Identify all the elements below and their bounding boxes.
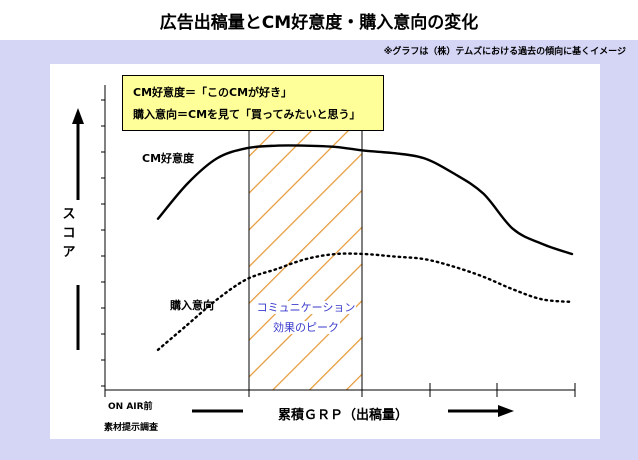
series-line-cm-liking xyxy=(156,144,574,256)
definition-cm-liking: CM好意度＝「このCMが好き」 xyxy=(133,86,293,99)
y-axis-label: スコア xyxy=(62,205,76,262)
x-arrow-head xyxy=(498,405,514,417)
y-axis-label-char: コ xyxy=(62,226,76,241)
y-axis-label-char: ス xyxy=(62,207,76,222)
peak-label-line2: 効果のピーク xyxy=(272,321,340,334)
page-title: 広告出稿量とCM好意度・購入意向の変化 xyxy=(159,13,479,33)
x-axis-label: 累積ＧＲＰ（出稿量） xyxy=(278,408,409,423)
series-line-purchase-intent xyxy=(156,252,574,351)
x-origin-label-2: 素材提示調査 xyxy=(104,423,159,433)
peak-label: コミュニケーション 効果のピーク xyxy=(250,298,362,338)
peak-label-line1: コミュニケーション xyxy=(255,301,357,314)
definition-purchase-intent: 購入意向＝CMを見て「買ってみたいと思う」 xyxy=(133,108,361,121)
peak-region xyxy=(248,84,363,391)
source-note: ※グラフは（株）テムズにおける過去の傾向に基くイメージ xyxy=(383,47,626,57)
series-label-purchase-intent: 購入意向 xyxy=(170,299,214,312)
series-label-cm-liking: CM好意度 xyxy=(142,152,195,165)
definition-box: CM好意度＝「このCMが好き」 購入意向＝CMを見て「買ってみたいと思う」 xyxy=(122,75,384,131)
y-arrow-head xyxy=(72,108,84,124)
y-axis-label-char: ア xyxy=(62,245,76,260)
x-origin-label-1: ON AIR前 xyxy=(108,402,153,412)
y-axis-label-text: スコア xyxy=(62,205,76,262)
